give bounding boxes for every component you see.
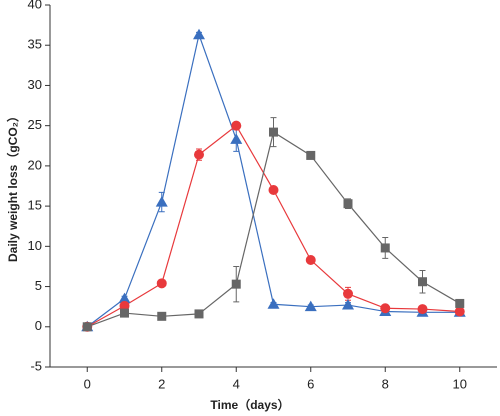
y-tick-label: 0 — [35, 318, 42, 333]
marker — [157, 311, 167, 321]
y-tick-label: 10 — [28, 238, 42, 253]
x-tick-label: 4 — [233, 376, 240, 391]
marker — [118, 292, 131, 304]
y-tick-label: 25 — [28, 117, 42, 132]
marker — [305, 255, 316, 266]
marker — [120, 308, 129, 318]
marker — [267, 298, 280, 309]
marker — [380, 303, 391, 314]
marker — [194, 149, 204, 160]
marker — [82, 322, 92, 332]
marker — [230, 133, 243, 144]
x-tick-label: 6 — [307, 376, 314, 391]
x-tick-label: 0 — [84, 376, 91, 391]
marker — [342, 299, 354, 310]
y-tick-label: 30 — [28, 77, 42, 92]
y-tick-label: 20 — [28, 157, 42, 172]
marker — [231, 120, 242, 131]
y-tick-label: 5 — [35, 278, 42, 293]
series-line — [86, 32, 460, 328]
marker — [380, 243, 390, 253]
marker — [455, 298, 465, 308]
marker — [343, 288, 353, 299]
x-axis-label: Time（days） — [210, 397, 289, 412]
marker — [231, 279, 241, 289]
y-tick-label: -5 — [30, 358, 42, 373]
series-line — [86, 124, 460, 328]
marker — [418, 277, 427, 287]
marker — [155, 196, 168, 207]
marker — [343, 199, 353, 209]
y-tick-label: 35 — [28, 37, 42, 52]
marker — [304, 300, 317, 312]
marker — [193, 28, 205, 40]
x-tick-label: 2 — [158, 376, 165, 391]
marker — [156, 278, 167, 289]
marker — [417, 304, 428, 315]
y-tick-label: 40 — [28, 0, 42, 11]
marker — [194, 309, 204, 319]
marker — [454, 306, 465, 317]
x-tick-label: 8 — [382, 376, 389, 391]
y-axis-label: Daily weight loss（gCO₂） — [5, 110, 20, 262]
marker — [269, 127, 278, 137]
marker — [268, 185, 279, 196]
x-tick-label: 10 — [453, 376, 467, 391]
marker — [119, 300, 130, 311]
marker — [306, 150, 316, 160]
y-tick-label: 15 — [28, 198, 42, 213]
series-line — [87, 131, 461, 328]
